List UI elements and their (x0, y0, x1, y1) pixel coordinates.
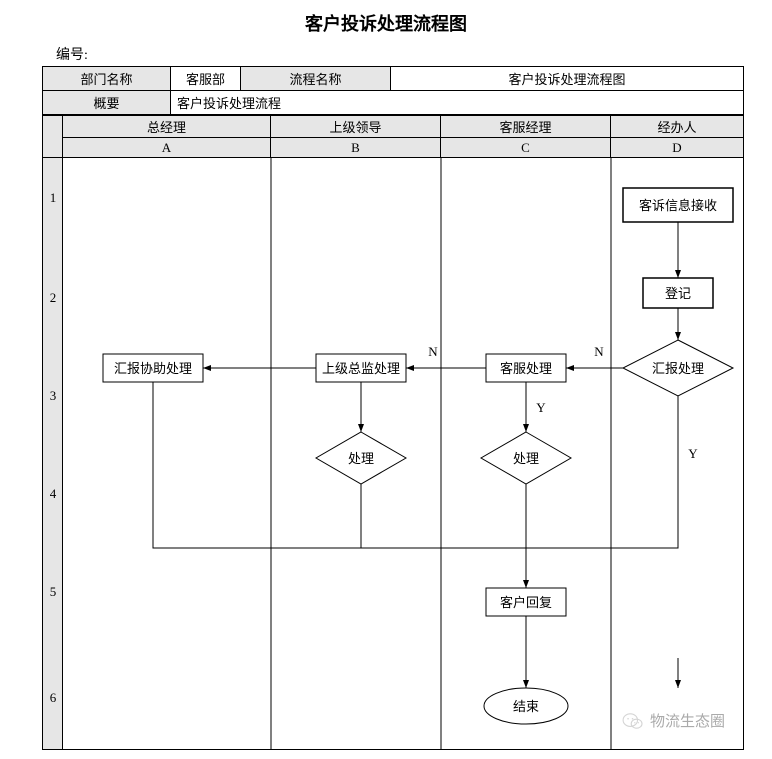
row-label: 4 (43, 486, 63, 502)
row-label: 3 (43, 388, 63, 404)
row-label: 1 (43, 190, 63, 206)
lane-3-letter: D (611, 138, 744, 158)
svg-text:汇报协助处理: 汇报协助处理 (114, 361, 192, 376)
lane-2-name: 客服经理 (441, 116, 611, 138)
serial-label: 编号: (0, 44, 772, 66)
svg-text:Y: Y (688, 446, 698, 461)
svg-text:处理: 处理 (348, 451, 374, 466)
summary-label: 概要 (43, 91, 171, 115)
flow-label: 流程名称 (241, 67, 391, 91)
dept-label: 部门名称 (43, 67, 171, 91)
wechat-icon (622, 712, 644, 730)
svg-text:结束: 结束 (513, 699, 539, 714)
svg-text:处理: 处理 (513, 451, 539, 466)
header-table: 部门名称 客服部 流程名称 客户投诉处理流程图 概要 客户投诉处理流程 (42, 66, 744, 115)
svg-text:N: N (594, 344, 604, 359)
summary-value: 客户投诉处理流程 (171, 91, 744, 115)
flow-area: 1 2 3 4 5 6 N N Y Y 客诉信息接收登记汇报处理 客服处理 上级总监处理 汇报协助处理处… (42, 158, 744, 750)
lane-1-letter: B (271, 138, 441, 158)
lane-3-name: 经办人 (611, 116, 744, 138)
flow-value: 客户投诉处理流程图 (391, 67, 744, 91)
svg-text:客户回复: 客户回复 (500, 595, 552, 610)
dept-value: 客服部 (171, 67, 241, 91)
svg-text:登记: 登记 (665, 286, 691, 301)
page-title: 客户投诉处理流程图 (0, 0, 772, 44)
svg-text:客诉信息接收: 客诉信息接收 (639, 198, 717, 213)
lane-2-letter: C (441, 138, 611, 158)
svg-text:客服处理: 客服处理 (500, 361, 552, 376)
watermark: 物流生态圈 (622, 710, 725, 731)
row-label: 5 (43, 584, 63, 600)
row-label: 6 (43, 690, 63, 706)
svg-text:N: N (428, 344, 438, 359)
svg-text:汇报处理: 汇报处理 (652, 361, 704, 376)
lane-1-name: 上级领导 (271, 116, 441, 138)
svg-text:Y: Y (536, 400, 546, 415)
swimlane-header: 总经理 上级领导 客服经理 经办人 A B C D (42, 115, 744, 158)
watermark-text: 物流生态圈 (650, 710, 725, 731)
row-labels: 1 2 3 4 5 6 (43, 158, 63, 749)
svg-text:上级总监处理: 上级总监处理 (322, 361, 400, 376)
row-label: 2 (43, 290, 63, 306)
flowchart-svg: N N Y Y 客诉信息接收登记汇报处理 客服处理 上级总监处理 汇报协助处理处理 处理客户回复… (63, 158, 745, 750)
lane-0-name: 总经理 (63, 116, 271, 138)
lane-0-letter: A (63, 138, 271, 158)
